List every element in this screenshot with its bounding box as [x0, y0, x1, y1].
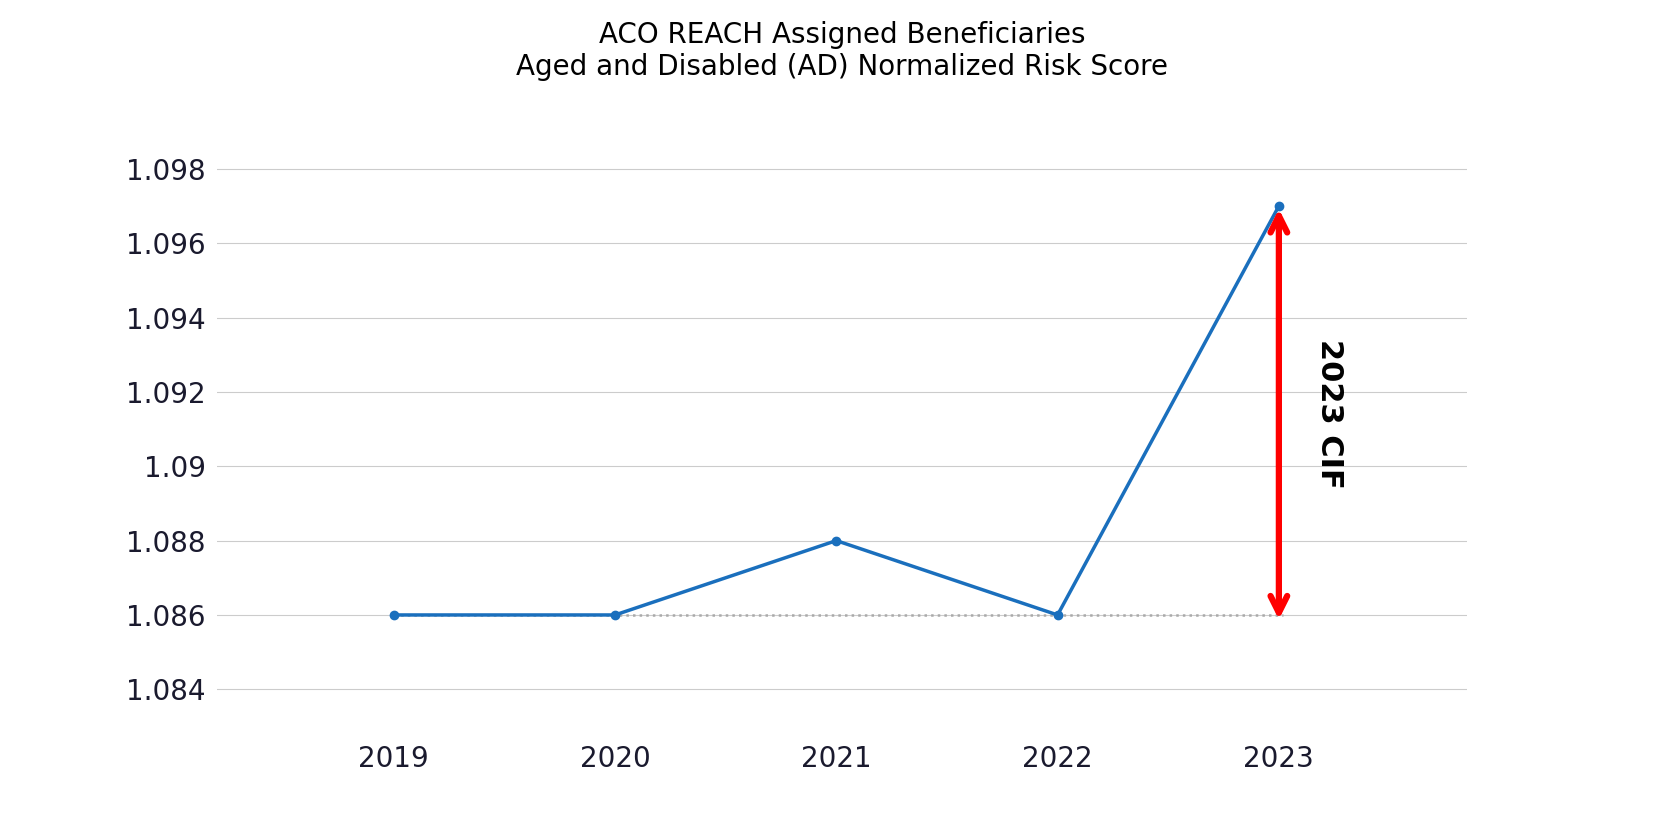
Text: 2023 CIF: 2023 CIF: [1315, 339, 1344, 489]
Title: ACO REACH Assigned Beneficiaries
Aged and Disabled (AD) Normalized Risk Score: ACO REACH Assigned Beneficiaries Aged an…: [515, 21, 1169, 81]
